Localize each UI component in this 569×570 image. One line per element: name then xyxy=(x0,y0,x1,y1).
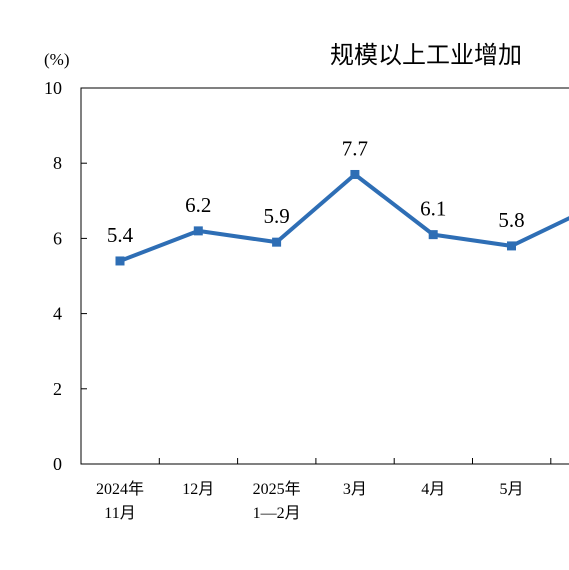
x-tick-label: 5月 xyxy=(499,481,523,498)
x-tick-label: 1—2月 xyxy=(253,505,301,522)
x-tick-label: 2024年 xyxy=(96,480,144,498)
data-label: 6.2 xyxy=(185,193,211,217)
data-point-marker xyxy=(507,241,516,251)
x-tick-label: 2025年 xyxy=(253,480,301,498)
y-tick-label: 8 xyxy=(53,153,62,173)
series-layer: 5.4 6.2 5.9 7.7 6.1 5.8 xyxy=(107,136,569,266)
data-label: 5.8 xyxy=(498,208,524,232)
x-tick-label: 12月 xyxy=(182,481,214,498)
data-point-marker xyxy=(428,230,438,240)
chart-title: 规模以上工业增加 xyxy=(330,41,522,69)
series-group xyxy=(115,169,569,266)
data-point-marker xyxy=(193,226,203,236)
data-label: 6.1 xyxy=(420,197,446,221)
y-axis: 0 2 4 6 8 10 xyxy=(44,78,87,474)
y-tick-label: 2 xyxy=(53,379,62,399)
data-point-marker xyxy=(350,169,360,179)
data-label: 5.4 xyxy=(107,223,134,247)
y-tick-label: 0 xyxy=(53,454,62,474)
data-point-marker xyxy=(115,256,125,266)
y-tick-label: 4 xyxy=(53,304,62,324)
y-axis-unit-label: (%) xyxy=(44,50,69,69)
y-tick-label: 6 xyxy=(53,228,62,248)
data-point-marker xyxy=(272,237,282,247)
y-tick-label: 10 xyxy=(44,78,62,98)
plot-area-border xyxy=(80,87,569,465)
x-axis: 2024年 11月 12月 2025年 1—2月 3月 4月 5月 xyxy=(96,458,552,522)
x-tick-label: 4月 xyxy=(421,481,445,498)
x-tick-label: 3月 xyxy=(343,481,367,498)
data-label: 5.9 xyxy=(263,204,289,228)
data-label: 7.7 xyxy=(342,136,368,160)
x-tick-label: 11月 xyxy=(104,505,135,522)
